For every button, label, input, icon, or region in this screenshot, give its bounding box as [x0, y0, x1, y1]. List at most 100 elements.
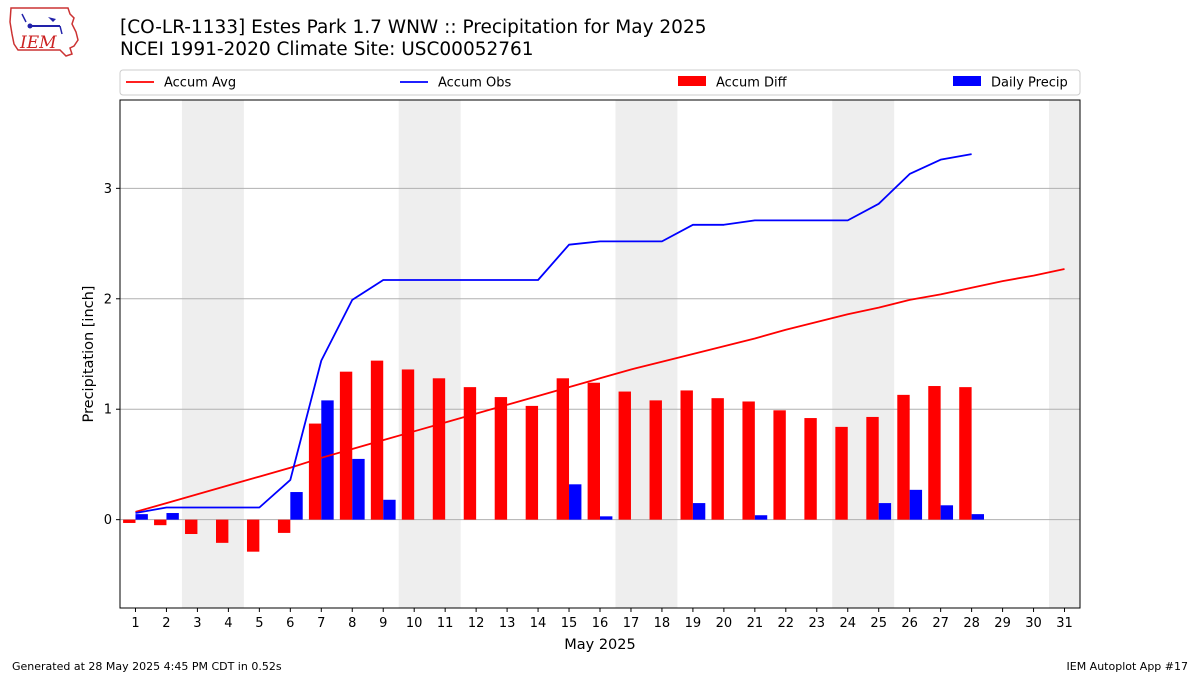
accum-diff-bar — [897, 394, 910, 520]
legend-label: Accum Obs — [438, 76, 511, 91]
legend-swatch-bar — [678, 76, 706, 86]
accum-diff-bar — [804, 418, 817, 520]
accum-diff-bar — [742, 401, 755, 520]
accum-diff-bar — [216, 519, 229, 543]
accum-diff-bar — [463, 387, 477, 520]
x-tick-label: 13 — [499, 616, 516, 631]
y-axis-label: Precipitation [inch] — [81, 286, 97, 423]
daily-precip-bar — [754, 515, 768, 520]
accum-diff-bar — [649, 400, 662, 520]
accum-diff-bar — [185, 519, 198, 535]
y-tick-label: 1 — [104, 403, 112, 418]
weekend-band — [1049, 100, 1080, 608]
x-tick-label: 24 — [839, 616, 856, 631]
app-label: IEM Autoplot App #17 — [1066, 660, 1189, 673]
accum-diff-bar — [587, 382, 600, 520]
daily-precip-bar — [909, 489, 923, 520]
accum-diff-bar — [835, 426, 848, 520]
accum-diff-bar — [494, 397, 508, 520]
x-tick-label: 25 — [870, 616, 887, 631]
x-tick-label: 21 — [747, 616, 764, 631]
x-tick-label: 30 — [1025, 616, 1042, 631]
legend-label: Accum Diff — [716, 76, 788, 91]
iem-logo: IEM — [9, 7, 79, 57]
daily-precip-bar — [290, 492, 303, 520]
accum-diff-bar — [680, 390, 693, 520]
x-tick-label: 1 — [131, 616, 139, 631]
weekend-band — [832, 100, 895, 608]
x-tick-label: 19 — [685, 616, 702, 631]
x-tick-label: 31 — [1056, 616, 1073, 631]
x-tick-label: 16 — [592, 616, 609, 631]
daily-precip-bar — [940, 505, 954, 520]
legend: Accum Avg Accum Obs Accum Diff Daily Precip — [119, 69, 1081, 96]
legend-swatch-bar — [953, 76, 981, 86]
accum-diff-bar — [556, 378, 570, 520]
x-tick-label: 12 — [468, 616, 485, 631]
legend-label: Daily Precip — [991, 76, 1068, 91]
x-tick-label: 11 — [437, 616, 454, 631]
legend-label: Accum Avg — [164, 76, 236, 91]
iowa-outline-icon — [9, 7, 79, 57]
daily-precip-bar — [352, 458, 365, 520]
x-tick-label: 22 — [778, 616, 795, 631]
accum-diff-bar — [432, 378, 446, 520]
x-tick-label: 27 — [932, 616, 949, 631]
daily-precip-bar — [135, 514, 148, 520]
logo-text: IEM — [19, 33, 57, 53]
x-tick-label: 18 — [654, 616, 671, 631]
weather-instrument-icon — [21, 13, 63, 35]
legend-box — [119, 69, 1081, 96]
accum-diff-bar — [711, 398, 724, 520]
daily-precip-bar — [383, 499, 396, 520]
x-tick-label: 3 — [193, 616, 201, 631]
accum-diff-bar — [246, 519, 260, 552]
x-tick-label: 7 — [317, 616, 325, 631]
x-tick-label: 6 — [286, 616, 294, 631]
accum-obs-line — [135, 153, 972, 514]
accum-diff-bar — [370, 360, 384, 520]
accum-diff-bar — [277, 519, 291, 533]
daily-precip-bar — [692, 503, 706, 520]
daily-precip-bar — [971, 514, 984, 520]
x-tick-label: 26 — [901, 616, 918, 631]
accum-diff-bar — [339, 371, 353, 520]
chart-title: [CO-LR-1133] Estes Park 1.7 WNW :: Preci… — [120, 17, 707, 38]
accum-diff-bar — [959, 387, 972, 520]
accum-diff-bar — [928, 386, 941, 520]
x-tick-label: 9 — [379, 616, 387, 631]
daily-precip-bar — [569, 484, 582, 520]
x-tick-label: 4 — [224, 616, 232, 631]
accum-diff-bar — [618, 391, 631, 520]
accum-diff-bar — [123, 519, 136, 523]
accum-avg-line — [135, 268, 1065, 513]
x-tick-label: 17 — [623, 616, 640, 631]
chart-subtitle: NCEI 1991-2020 Climate Site: USC00052761 — [120, 39, 534, 60]
y-tick-label: 0 — [104, 513, 112, 528]
weekend-band — [398, 100, 461, 608]
accum-diff-bar — [866, 416, 879, 520]
x-tick-label: 20 — [716, 616, 733, 631]
y-tick-label: 2 — [104, 292, 112, 307]
x-tick-label: 15 — [561, 616, 578, 631]
generated-timestamp: Generated at 28 May 2025 4:45 PM CDT in … — [12, 660, 282, 673]
x-tick-label: 2 — [162, 616, 170, 631]
x-tick-label: 10 — [406, 616, 423, 631]
x-tick-label: 23 — [809, 616, 826, 631]
plot-frame — [119, 99, 1081, 609]
daily-precip-bar — [166, 513, 179, 520]
daily-precip-bar — [321, 400, 334, 520]
accum-diff-bar — [401, 369, 415, 520]
x-tick-label: 14 — [530, 616, 547, 631]
accum-diff-bar — [773, 410, 786, 520]
x-tick-label: 29 — [994, 616, 1011, 631]
accum-diff-bar — [308, 423, 322, 520]
x-tick-label: 28 — [963, 616, 980, 631]
x-tick-label: 8 — [348, 616, 356, 631]
daily-precip-bar — [600, 516, 613, 520]
x-axis-label: May 2025 — [564, 637, 636, 653]
accum-diff-bar — [154, 519, 167, 526]
accum-diff-bar — [525, 405, 539, 520]
daily-precip-bar — [878, 503, 892, 520]
